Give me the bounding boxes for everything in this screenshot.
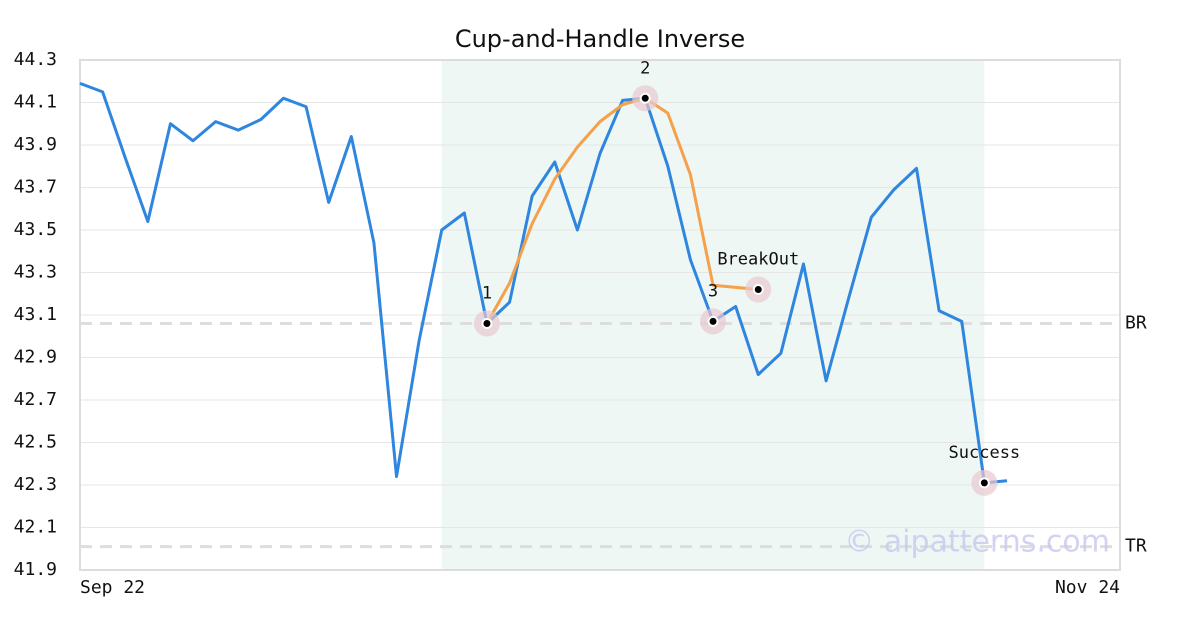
watermark: © aipatterns.com: [844, 525, 1110, 560]
y-tick-label: 43.1: [14, 304, 57, 325]
y-tick-label: 41.9: [14, 559, 57, 580]
y-tick-label: 43.5: [14, 219, 57, 240]
series-line: [485, 96, 759, 325]
level-label: BR: [1125, 313, 1147, 334]
level-label: TR: [1125, 536, 1147, 557]
annotation-label: 1: [482, 284, 492, 304]
annotation-label: Success: [949, 443, 1021, 463]
y-tick-label: 42.7: [14, 389, 57, 410]
y-tick-label: 43.7: [14, 177, 57, 198]
annotation-point: [752, 284, 764, 295]
y-tick-label: 43.3: [14, 262, 57, 283]
y-tick-label: 42.3: [14, 474, 57, 495]
plot-frame: [79, 59, 1121, 571]
y-tick-label: 43.9: [14, 134, 57, 155]
annotation-point: [481, 318, 493, 329]
annotation-label: 2: [640, 58, 650, 78]
y-tick-label: 42.5: [14, 432, 57, 453]
annotation-point: [978, 477, 990, 489]
y-tick-label: 44.1: [14, 92, 57, 113]
annotation-point: [639, 92, 651, 104]
y-tick-label: 42.9: [14, 347, 57, 368]
annotation-point: [707, 315, 719, 327]
y-tick-label: 42.1: [14, 517, 57, 538]
annotation-label: 3: [708, 281, 718, 301]
chart-title: Cup-and-Handle Inverse: [455, 25, 745, 53]
annotation-label: BreakOut: [717, 250, 799, 270]
y-tick-label: 44.3: [14, 49, 57, 70]
x-tick-label: Sep 22: [80, 577, 145, 598]
x-tick-label: Nov 24: [1055, 577, 1120, 598]
series-line: [79, 81, 1008, 485]
